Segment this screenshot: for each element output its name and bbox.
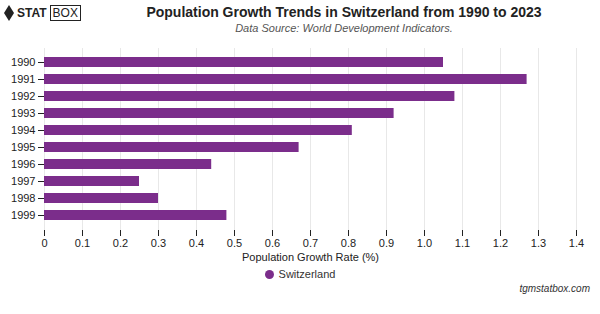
- svg-text:1990: 1990: [11, 56, 35, 68]
- svg-text:0.5: 0.5: [227, 237, 242, 249]
- html-text:Switzerland: Switzerland: [278, 268, 336, 280]
- svg-text:0.8: 0.8: [341, 237, 356, 249]
- svg-text:1.3: 1.3: [531, 237, 546, 249]
- svg-text:1.0: 1.0: [417, 237, 432, 249]
- svg-text:0.6: 0.6: [265, 237, 280, 249]
- svg-text:0.2: 0.2: [113, 237, 128, 249]
- svg-text:1997: 1997: [11, 175, 35, 187]
- svg-text:1.4: 1.4: [569, 237, 584, 249]
- svg-text:0.3: 0.3: [151, 237, 166, 249]
- svg-text:Population Growth Rate (%): Population Growth Rate (%): [242, 251, 379, 263]
- html-text:Data Source: World Development: Data Source: World Development Indicator…: [235, 22, 453, 34]
- svg-text:1.1: 1.1: [455, 237, 470, 249]
- svg-text:0.9: 0.9: [379, 237, 394, 249]
- html-text:Population Growth Trends in Sw: Population Growth Trends in Switzerland …: [146, 4, 542, 20]
- svg-text:1998: 1998: [11, 192, 35, 204]
- svg-text:1.2: 1.2: [493, 237, 508, 249]
- html-text:tgmstatbox.com: tgmstatbox.com: [519, 283, 590, 294]
- html-text:STAT: STAT: [17, 6, 47, 20]
- svg-text:0.7: 0.7: [303, 237, 318, 249]
- html-text:BOX: BOX: [52, 6, 78, 20]
- svg-text:1994: 1994: [11, 124, 35, 136]
- svg-text:0.4: 0.4: [189, 237, 204, 249]
- svg-text:0.1: 0.1: [75, 237, 90, 249]
- svg-text:0: 0: [41, 237, 47, 249]
- svg-text:1992: 1992: [11, 90, 35, 102]
- svg-text:1999: 1999: [11, 209, 35, 221]
- svg-text:1996: 1996: [11, 158, 35, 170]
- svg-text:1995: 1995: [11, 141, 35, 153]
- svg-text:1993: 1993: [11, 107, 35, 119]
- svg-text:1991: 1991: [11, 73, 35, 85]
